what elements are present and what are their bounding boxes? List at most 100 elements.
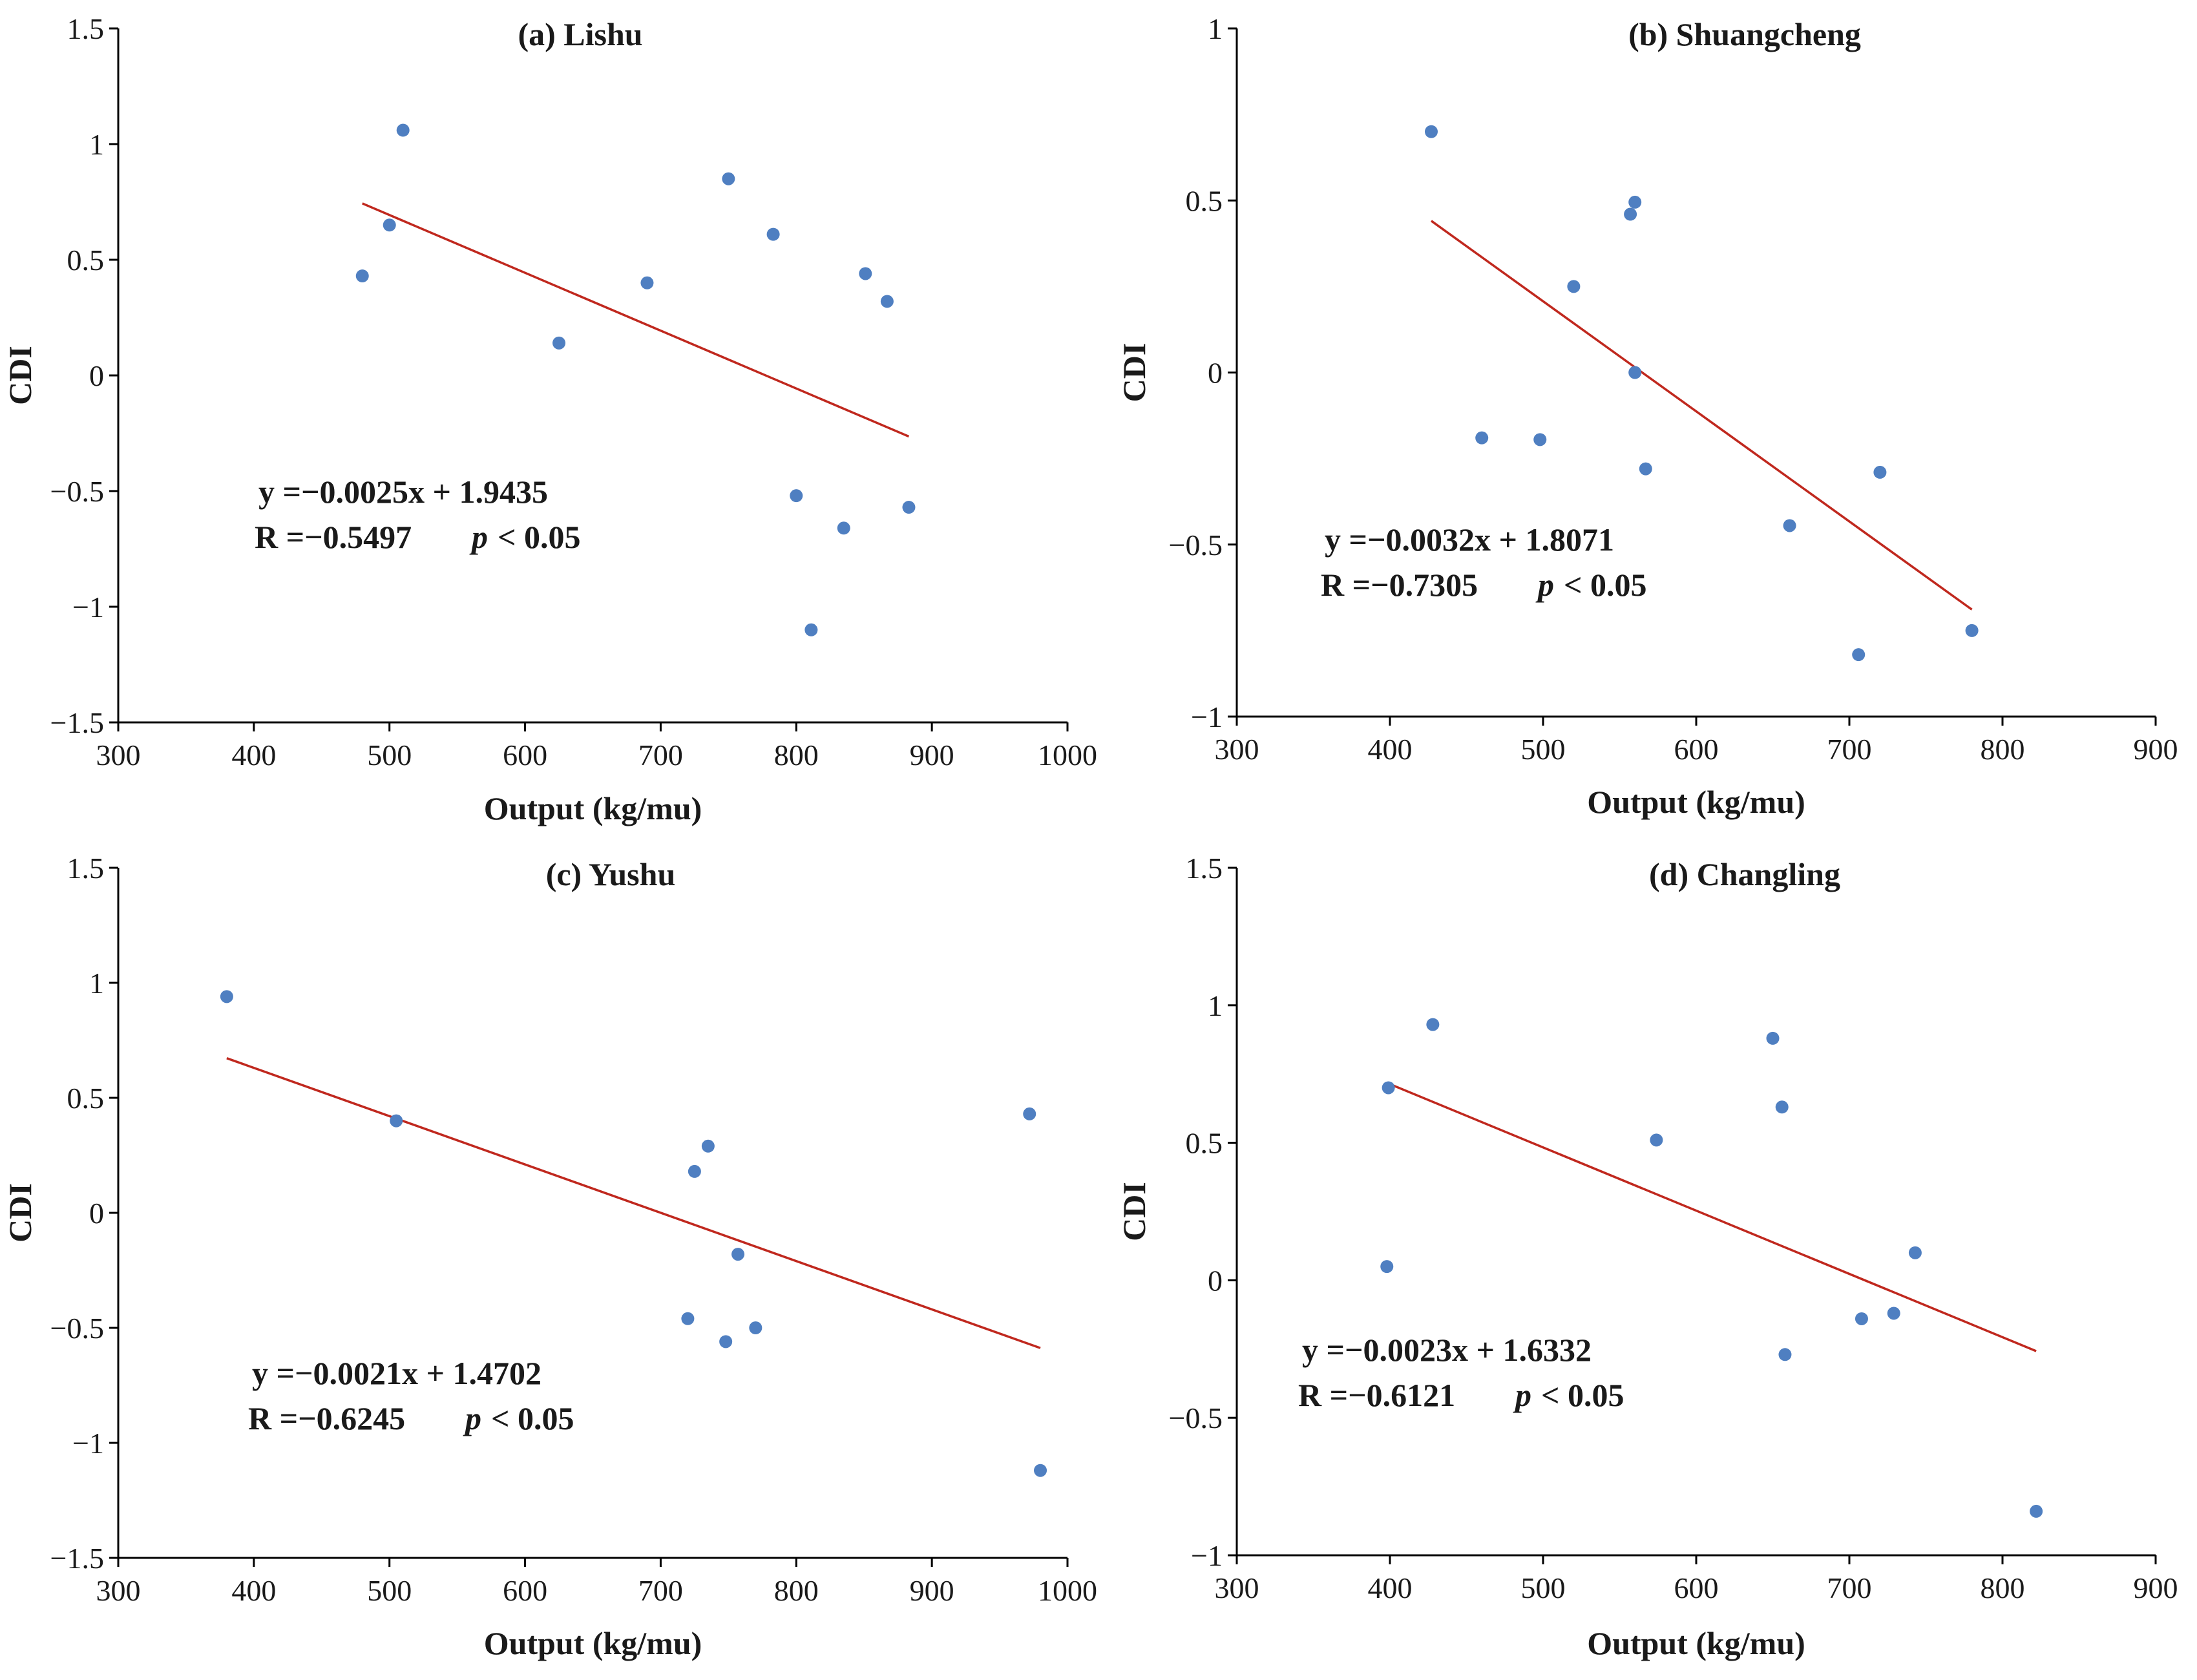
x-tick-label: 700 bbox=[638, 1574, 683, 1607]
x-tick-label: 800 bbox=[774, 739, 819, 772]
data-point bbox=[1650, 1133, 1663, 1147]
x-tick-label: 400 bbox=[1368, 733, 1413, 766]
y-tick-label: −0.5 bbox=[50, 1312, 104, 1345]
data-point bbox=[681, 1312, 695, 1325]
data-point bbox=[837, 521, 850, 535]
y-axis-title: CDI bbox=[2, 346, 38, 405]
y-tick-label: 0 bbox=[89, 1197, 104, 1230]
x-tick-label: 700 bbox=[638, 739, 683, 772]
data-point bbox=[1639, 462, 1652, 476]
p-symbol: p bbox=[463, 1400, 481, 1436]
data-point bbox=[1567, 280, 1581, 293]
x-tick-label: 300 bbox=[1215, 1571, 1259, 1604]
y-tick-label: −1 bbox=[72, 591, 104, 624]
x-tick-label: 300 bbox=[1215, 733, 1259, 766]
y-tick-label: 0.5 bbox=[67, 1082, 105, 1115]
data-point bbox=[1908, 1246, 1922, 1259]
y-axis-title: CDI bbox=[2, 1183, 38, 1243]
data-point bbox=[1628, 195, 1642, 209]
data-point bbox=[1766, 1031, 1780, 1045]
data-point bbox=[390, 1114, 403, 1128]
data-point bbox=[1852, 648, 1866, 662]
panel-title: (a) Lishu bbox=[518, 16, 642, 52]
y-tick-label: 1 bbox=[89, 967, 104, 1000]
correlation-r: R =−0.6121 bbox=[1298, 1377, 1455, 1413]
x-tick-label: 900 bbox=[2134, 733, 2178, 766]
correlation-r: R =−0.5497 bbox=[255, 519, 412, 555]
y-tick-label: 0.5 bbox=[67, 244, 105, 277]
x-tick-label: 800 bbox=[1981, 733, 2025, 766]
regression-line bbox=[362, 202, 910, 438]
y-axis-title: CDI bbox=[1116, 1182, 1152, 1241]
x-tick-label: 300 bbox=[96, 739, 141, 772]
panel-4: −1 −0.5 0 0.5 1 1.5 300 400 500 600 700 800 900 Outpu… bbox=[1116, 852, 2178, 1661]
y-tick-label: 0 bbox=[89, 359, 104, 392]
panel-title: (d) Changling bbox=[1649, 856, 1840, 892]
data-point bbox=[902, 501, 916, 514]
y-tick-label: −0.5 bbox=[1169, 529, 1223, 562]
data-point bbox=[355, 269, 369, 283]
x-axis-title: Output (kg/mu) bbox=[1587, 784, 1805, 820]
x-tick-label: 500 bbox=[1521, 733, 1566, 766]
y-tick-label: 1.5 bbox=[1186, 852, 1223, 885]
x-axis-title: Output (kg/mu) bbox=[484, 1625, 702, 1661]
data-point bbox=[1533, 433, 1547, 446]
y-tick-label: 1.5 bbox=[67, 852, 105, 885]
data-point bbox=[804, 623, 818, 636]
x-tick-label: 800 bbox=[1981, 1571, 2025, 1604]
y-tick-label: −1.5 bbox=[50, 706, 104, 739]
x-tick-label: 300 bbox=[96, 1574, 141, 1607]
data-point bbox=[749, 1321, 762, 1334]
p-value: < 0.05 bbox=[498, 519, 581, 555]
x-tick-label: 600 bbox=[1674, 1571, 1719, 1604]
x-tick-label: 500 bbox=[1521, 1571, 1566, 1604]
data-point bbox=[688, 1164, 701, 1178]
y-tick-label: 0.5 bbox=[1186, 1127, 1223, 1160]
y-tick-label: −1 bbox=[72, 1427, 104, 1460]
data-point bbox=[1424, 125, 1438, 138]
y-tick-label: −1 bbox=[1191, 700, 1223, 733]
x-tick-label: 1000 bbox=[1038, 1574, 1097, 1607]
panel-title: (b) Shuangcheng bbox=[1628, 16, 1861, 52]
x-tick-label: 900 bbox=[910, 739, 954, 772]
regression-equation: y =−0.0025x + 1.9435 bbox=[258, 474, 548, 510]
x-tick-label: 400 bbox=[1368, 1571, 1413, 1604]
data-point bbox=[1965, 624, 1979, 637]
data-point bbox=[1855, 1312, 1868, 1325]
x-tick-label: 400 bbox=[231, 1574, 276, 1607]
data-point bbox=[1034, 1464, 1047, 1477]
correlation-r: R =−0.7305 bbox=[1321, 567, 1478, 603]
x-tick-label: 400 bbox=[231, 739, 276, 772]
data-point bbox=[880, 295, 894, 308]
data-point bbox=[640, 276, 654, 289]
panel-1: −1.5 −1 −0.5 0 0.5 1 1.5 300 400 500 600 700 800 900 1… bbox=[2, 12, 1097, 826]
panel-title: (c) Yushu bbox=[546, 856, 676, 892]
x-axis-title: Output (kg/mu) bbox=[1587, 1625, 1805, 1661]
data-point bbox=[722, 172, 735, 185]
y-tick-label: 0 bbox=[1208, 1264, 1223, 1297]
data-point bbox=[859, 267, 872, 280]
x-tick-label: 700 bbox=[1827, 1571, 1872, 1604]
data-point bbox=[719, 1335, 733, 1349]
y-axis-title: CDI bbox=[1116, 343, 1152, 403]
regression-line bbox=[1386, 1082, 2037, 1352]
p-value: < 0.05 bbox=[491, 1400, 574, 1436]
data-point bbox=[1426, 1018, 1440, 1031]
y-tick-label: 1 bbox=[1208, 12, 1223, 45]
data-point bbox=[1624, 207, 1637, 221]
y-tick-label: 1 bbox=[1208, 989, 1223, 1022]
data-point bbox=[1475, 431, 1489, 445]
y-tick-label: −0.5 bbox=[1169, 1402, 1223, 1434]
x-tick-label: 700 bbox=[1827, 733, 1872, 766]
data-point bbox=[383, 218, 396, 232]
p-value: < 0.05 bbox=[1541, 1377, 1624, 1413]
panel-2: −1 −0.5 0 0.5 1 300 400 500 600 700 800 900 Output (… bbox=[1116, 12, 2178, 820]
x-tick-label: 900 bbox=[2134, 1571, 2178, 1604]
data-point bbox=[790, 489, 803, 503]
data-point bbox=[396, 123, 410, 137]
x-tick-label: 600 bbox=[503, 1574, 547, 1607]
regression-line bbox=[1430, 220, 1973, 611]
y-tick-label: −0.5 bbox=[50, 475, 104, 508]
data-point bbox=[731, 1248, 745, 1261]
